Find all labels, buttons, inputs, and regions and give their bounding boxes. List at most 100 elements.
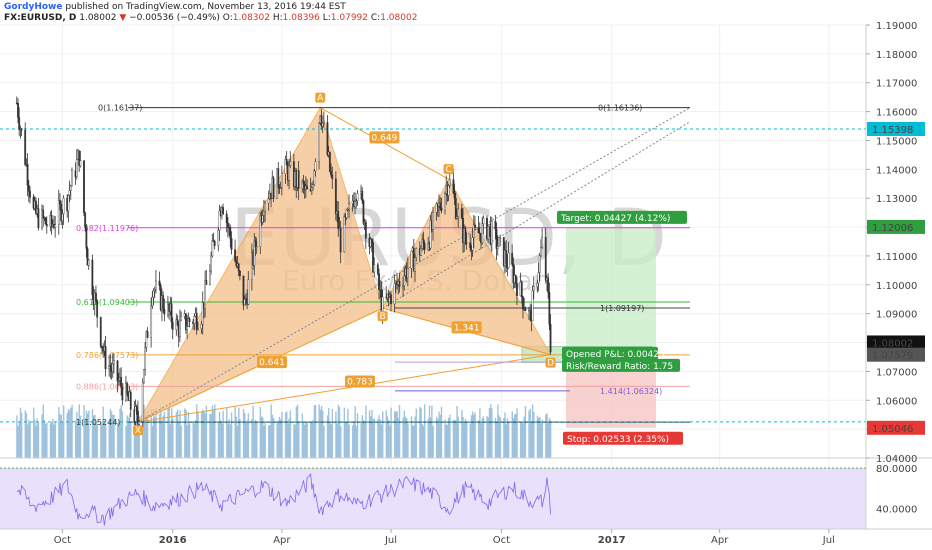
volume-bar: [239, 419, 241, 458]
price-candles: [15, 96, 552, 431]
volume-bar: [161, 420, 163, 458]
volume-bar: [482, 416, 485, 458]
candle-body: [495, 229, 498, 249]
volume-bar: [397, 418, 400, 458]
candle-body: [471, 237, 474, 251]
candle-body: [284, 158, 287, 174]
candle-body: [541, 237, 544, 248]
volume-bar: [143, 404, 145, 458]
volume-bar: [160, 406, 162, 458]
volume-bar: [445, 424, 447, 458]
candle-body: [229, 227, 232, 239]
candle-body: [187, 318, 190, 327]
candle-body: [547, 277, 550, 293]
volume-bar: [167, 408, 169, 458]
ratio-label: 0.649: [372, 133, 398, 143]
volume-bar: [540, 423, 542, 458]
volume-bar: [386, 416, 389, 458]
candle-body: [326, 122, 329, 156]
volume-bar: [246, 420, 248, 458]
candle-body: [69, 185, 72, 191]
pattern-point-label: A: [317, 94, 324, 104]
volume-bar: [310, 422, 312, 458]
candle-body: [57, 200, 60, 225]
candle-body: [494, 220, 497, 230]
volume-bar: [120, 405, 122, 458]
volume-bar: [438, 411, 440, 458]
volume-bar: [486, 416, 488, 458]
stop-label-bg: [563, 431, 683, 445]
down-arrow-icon: ▼: [119, 13, 127, 23]
candle-body: [144, 347, 147, 370]
price-tag-bg: [867, 335, 925, 350]
volume-bar: [453, 420, 456, 458]
candle-body: [532, 286, 535, 291]
author-link[interactable]: GordyHowe: [4, 2, 63, 12]
pattern-point-marker: [377, 311, 388, 322]
volume-bar: [346, 422, 348, 458]
candle-body: [85, 227, 88, 249]
volume-bar: [361, 415, 364, 458]
candle-body: [264, 203, 266, 212]
volume-bar: [536, 415, 539, 458]
candle-body: [186, 326, 189, 330]
candle-body: [312, 184, 314, 188]
volume-bar: [100, 421, 102, 458]
volume-bar: [234, 406, 236, 458]
volume-bar: [365, 405, 367, 458]
volume-bar: [390, 407, 392, 458]
candle-body: [205, 280, 208, 285]
fib-label: 0.786(1.07573): [76, 351, 138, 360]
volume-bar: [24, 410, 26, 458]
candle-body: [460, 208, 463, 219]
candle-body: [138, 421, 141, 425]
volume-bar: [403, 410, 406, 458]
volume-bar: [77, 421, 79, 458]
volume-bar: [235, 416, 238, 458]
target-zone: [566, 226, 656, 355]
volume-bar: [479, 408, 481, 458]
candle-body: [99, 317, 102, 347]
volume-bar: [431, 405, 433, 458]
candle-body: [469, 242, 472, 249]
candle-body: [171, 321, 174, 330]
candle-body: [152, 290, 155, 298]
volume-bar: [226, 408, 228, 458]
price-tick-label: 1.19000: [876, 21, 917, 32]
volume-bar: [256, 422, 258, 458]
volume-bar: [495, 422, 498, 458]
volume-bar: [276, 421, 278, 458]
pattern-annotations: X A B C D 0.649 1.341 0.641 0.783 Target: 0.04427…: [132, 92, 687, 445]
candle-body: [86, 248, 89, 266]
candle-body: [113, 360, 115, 365]
candle-body: [146, 331, 149, 338]
price-tick-label: 1.15000: [876, 136, 917, 147]
volume-bar: [152, 409, 155, 458]
price-axis[interactable]: 1.19000 1.18000 1.17000 1.16000 1.15000 1.140…: [866, 21, 925, 516]
pnl-label-bg: [562, 346, 658, 360]
candle-body: [250, 252, 253, 280]
volume-bar: [356, 413, 359, 458]
price-tag: 1.05046: [872, 424, 913, 435]
time-axis[interactable]: Oct 2016 Apr Jul Oct 2017 Apr Jul: [54, 529, 835, 546]
volume-bar: [43, 419, 46, 458]
volume-bar: [88, 410, 90, 458]
volume-bar: [264, 421, 266, 458]
candle-body: [135, 406, 138, 412]
candle-body: [277, 168, 280, 188]
volume-bar: [245, 423, 247, 458]
candle-body: [429, 220, 432, 249]
volume-bar: [284, 412, 287, 458]
volume-bar: [83, 405, 85, 458]
volume-bar: [444, 419, 446, 458]
volume-bar: [172, 418, 174, 458]
volume-bar: [432, 425, 434, 458]
price-tick-label: 1.10000: [876, 281, 917, 292]
candle-body: [155, 280, 157, 290]
volume-bar: [305, 421, 307, 458]
candle-body: [339, 228, 342, 253]
candle-body: [457, 208, 460, 217]
symbol-label[interactable]: FX:EURUSD, D: [4, 13, 77, 23]
volume-bar: [549, 420, 552, 458]
